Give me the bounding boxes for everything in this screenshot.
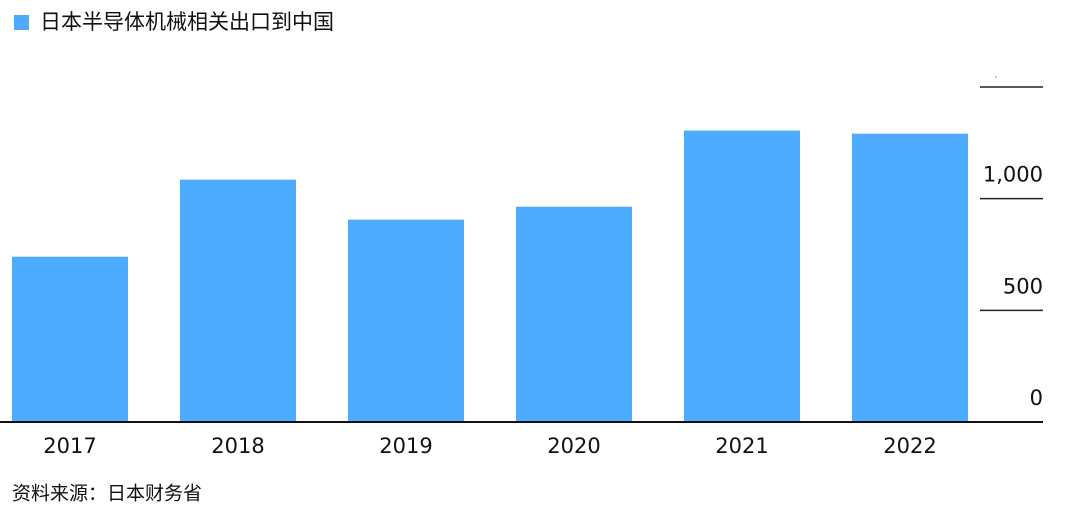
bar [516,206,632,422]
y-tick-label: 500 [1003,274,1043,298]
legend-swatch [14,15,29,30]
y-tick-label: . [994,71,997,80]
legend-label: 日本半导体机械相关出口到中国 [40,10,334,34]
x-tick-label: 2019 [379,434,432,458]
x-tick-label: 2021 [715,434,768,458]
x-tick-label: 2020 [547,434,600,458]
bar [12,256,128,422]
source-note: 资料来源：日本财务省 [12,483,202,505]
y-tick-label: 1,000 [983,163,1043,187]
x-tick-label: 2017 [43,434,96,458]
x-tick-label: 2022 [883,434,936,458]
bar [348,219,464,422]
bar [684,130,800,423]
bar [180,179,296,422]
y-tick-label: 0 [1030,386,1043,410]
bar [852,133,968,422]
x-tick-label: 2018 [211,434,264,458]
